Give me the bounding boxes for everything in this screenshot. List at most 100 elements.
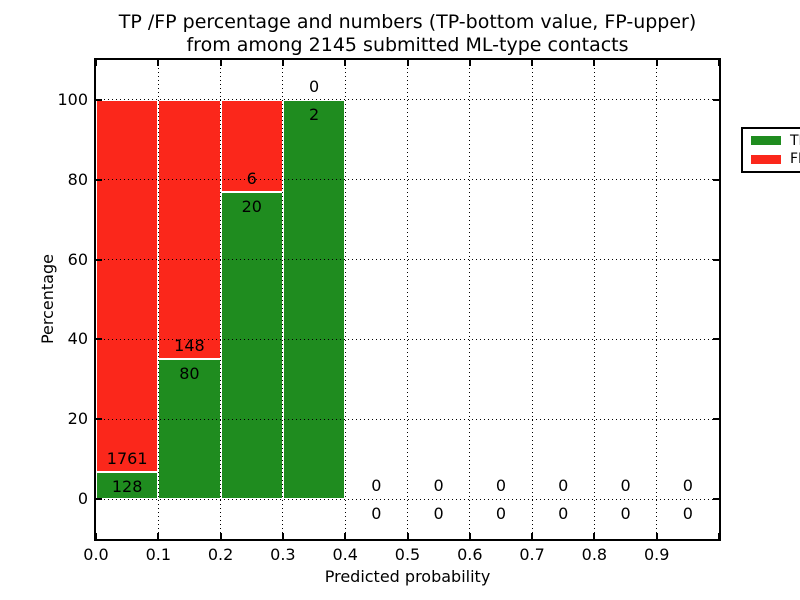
x-tick-label: 0.9 [643, 545, 670, 564]
v-gridline [469, 60, 471, 539]
y-tick-label: 100 [57, 89, 88, 109]
y-tick-label: 20 [67, 409, 88, 429]
x-tick-mark [718, 533, 720, 539]
y-tick-mark [96, 178, 102, 181]
x-tick-mark-top [718, 60, 720, 66]
v-gridline [407, 60, 408, 539]
legend-entry-fp: FP [751, 152, 800, 166]
v-gridline [157, 60, 159, 539]
y-tick-mark [96, 498, 102, 501]
v-gridline [282, 60, 284, 539]
x-tick-label: 0.1 [145, 545, 172, 564]
y-tick-label: 60 [67, 249, 88, 269]
legend-label-tp: TP [790, 132, 800, 149]
x-axis-label: Predicted probability [324, 567, 491, 586]
y-tick-mark-right [713, 178, 719, 181]
x-tick-label: 0.4 [332, 545, 358, 564]
v-gridline [593, 60, 595, 539]
x-tick-mark-top [219, 60, 222, 66]
v-gridline [656, 60, 658, 539]
y-tick-mark-right [713, 338, 719, 341]
tp-count-label: 2 [308, 104, 320, 124]
y-tick-mark-right [713, 98, 719, 101]
tp-count-label: 0 [371, 504, 382, 524]
fp-count-label: 6 [246, 169, 257, 189]
tp-count-label: 80 [179, 364, 200, 384]
x-tick-mark-top [593, 60, 596, 66]
y-tick-label: 0 [77, 489, 88, 509]
x-tick-mark [406, 533, 409, 539]
plot-area: 1761 128 148 80 6 20 0 2 0 0 0 0 0 0 0 0 0 0 0 0 [95, 60, 720, 539]
y-tick-mark [96, 338, 102, 341]
tp-count-label: 0 [495, 504, 507, 524]
fp-bar-segment [220, 99, 283, 193]
tp-count-label: 0 [433, 504, 444, 524]
tp-count-label: 128 [111, 477, 143, 497]
fp-count-label: 0 [308, 76, 320, 96]
v-gridline [531, 60, 533, 539]
tp-color-swatch [751, 136, 781, 146]
fp-color-swatch [751, 154, 781, 164]
x-tick-label: 0.2 [207, 545, 234, 564]
tp-bar-segment [282, 99, 346, 500]
y-tick-label: 40 [67, 329, 88, 349]
fp-count-label: 0 [620, 476, 631, 496]
y-tick-mark [96, 258, 102, 261]
tp-bar-segment [158, 359, 221, 500]
x-tick-label: 0.6 [457, 545, 483, 564]
fp-count-label: 1761 [106, 449, 148, 469]
x-tick-mark [281, 533, 284, 539]
h-gridline [96, 259, 719, 261]
x-tick-mark [655, 533, 658, 539]
x-tick-mark-top [655, 60, 658, 66]
v-gridline [344, 60, 346, 539]
tp-count-label: 20 [241, 197, 262, 217]
y-tick-mark-right [713, 418, 719, 421]
chart-title: TP /FP percentage and numbers (TP-bottom… [118, 11, 697, 33]
y-tick-mark-right [713, 258, 719, 261]
x-tick-mark-top [344, 60, 347, 66]
y-tick-mark [96, 98, 102, 101]
chart-subtitle: from among 2145 submitted ML-type contac… [186, 34, 629, 56]
y-tick-mark [96, 418, 102, 421]
x-tick-label: 0.3 [270, 545, 296, 564]
fp-bar-segment [96, 99, 159, 473]
h-gridline [96, 498, 719, 500]
fp-count-label: 148 [174, 336, 205, 356]
h-gridline [96, 179, 719, 181]
x-tick-label: 0.5 [394, 545, 421, 564]
h-gridline [96, 338, 719, 340]
fp-count-label: 0 [433, 476, 444, 496]
legend-entry-tp: TP [751, 134, 800, 148]
tp-count-label: 0 [682, 504, 693, 524]
x-tick-mark-top [406, 60, 409, 66]
h-gridline [96, 418, 719, 420]
x-tick-label: 0.7 [519, 545, 545, 564]
v-gridline [220, 60, 222, 539]
y-tick-mark-right [713, 498, 719, 501]
x-tick-mark [344, 533, 347, 539]
legend: TP FP [741, 127, 800, 173]
x-tick-label: 0.0 [83, 545, 109, 564]
x-tick-mark [593, 533, 596, 539]
x-tick-mark-top [281, 60, 284, 66]
x-tick-mark [468, 533, 471, 539]
tp-bar-segment [96, 472, 159, 500]
fp-count-label: 0 [495, 476, 507, 496]
x-tick-mark [219, 533, 222, 539]
chart-title-block: TP /FP percentage and numbers (TP-bottom… [94, 11, 721, 57]
x-tick-mark-top [157, 60, 160, 66]
x-tick-mark-top [95, 60, 97, 66]
x-tick-mark-top [531, 60, 534, 66]
tp-bar-segment [220, 192, 283, 500]
x-tick-mark [157, 533, 160, 539]
x-tick-mark-top [468, 60, 471, 66]
fp-count-label: 0 [558, 476, 569, 496]
x-tick-mark [531, 533, 534, 539]
legend-label-fp: FP [790, 151, 800, 168]
x-tick-label: 0.8 [581, 545, 608, 564]
h-gridline [96, 99, 719, 101]
fp-bar-segment [158, 99, 221, 359]
